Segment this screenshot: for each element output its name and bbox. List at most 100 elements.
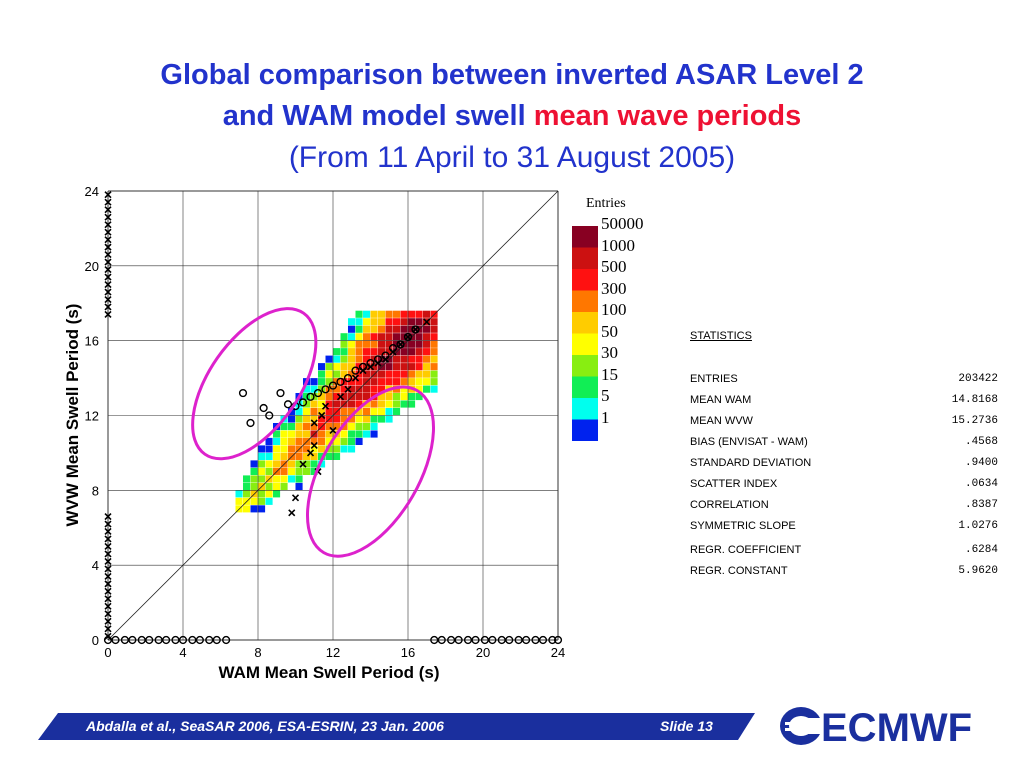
heatmap-cell xyxy=(363,408,371,416)
cross-marker xyxy=(104,303,112,311)
legend-title: Entries xyxy=(586,196,626,211)
heatmap-cell xyxy=(273,452,281,460)
legend-label: 30 xyxy=(601,343,618,362)
heatmap-cell xyxy=(355,423,363,431)
x-tick-label: 12 xyxy=(326,645,340,660)
heatmap-cell xyxy=(393,325,401,333)
circle-marker xyxy=(497,635,506,645)
circle-marker xyxy=(306,392,315,401)
heatmap-cell xyxy=(265,490,273,498)
heatmap-cell xyxy=(288,408,296,416)
heatmap-cell xyxy=(363,325,371,333)
cross-marker xyxy=(104,572,112,580)
heatmap-cell xyxy=(340,370,348,378)
x-axis-label: WAM Mean Swell Period (s) xyxy=(218,663,439,682)
heatmap-cell xyxy=(393,310,401,318)
circle-marker xyxy=(403,332,413,342)
heatmap-cell xyxy=(370,415,378,423)
heatmap-cell xyxy=(393,408,401,416)
heatmap-cell xyxy=(303,385,311,393)
heatmap-cell xyxy=(333,355,341,363)
heatmap-cell xyxy=(340,355,348,363)
circle-marker xyxy=(162,635,171,645)
heatmap-cell xyxy=(250,460,258,468)
heatmap-cell xyxy=(378,318,386,326)
cross-marker xyxy=(104,512,112,521)
heatmap-cell xyxy=(363,423,371,431)
heatmap-cell xyxy=(348,430,356,438)
circle-marker xyxy=(128,635,137,645)
heatmap-cell xyxy=(258,460,266,468)
cross-marker xyxy=(104,191,112,199)
heatmap-cell xyxy=(400,385,408,393)
cross-marker xyxy=(104,228,112,236)
statistics-row: REGR. CONSTANT 5.9620 xyxy=(690,565,1000,581)
heatmap-cell xyxy=(288,437,296,445)
heatmap-cell xyxy=(355,325,363,333)
x-tick-label: 8 xyxy=(254,645,261,660)
heatmap-cell xyxy=(280,430,288,438)
legend-swatch xyxy=(572,290,598,312)
heatmap-cell xyxy=(340,423,348,431)
heatmap-cell xyxy=(348,333,356,341)
heatmap-cell xyxy=(258,452,266,460)
statistic-label: MEAN WAM xyxy=(690,394,752,406)
heatmap-cell xyxy=(363,430,371,438)
heatmap-cell xyxy=(355,333,363,341)
heatmap-cell xyxy=(295,423,303,431)
heatmap-cell xyxy=(325,437,333,445)
circle-marker xyxy=(522,635,531,645)
heatmap-cell xyxy=(415,348,423,356)
heatmap-cell xyxy=(385,370,393,378)
statistics-row: SYMMETRIC SLOPE 1.0276 xyxy=(690,520,1000,536)
cross-marker xyxy=(104,295,112,304)
heatmap-cell xyxy=(280,452,288,460)
heatmap-cell xyxy=(303,445,311,453)
heatmap-cell xyxy=(340,385,348,393)
heatmap-cell xyxy=(423,310,431,318)
cross-marker xyxy=(299,460,307,468)
cross-marker xyxy=(318,411,326,420)
cross-marker xyxy=(288,509,296,517)
heatmap-cell xyxy=(265,445,273,453)
heatmap-cell xyxy=(393,318,401,326)
statistic-value: .0634 xyxy=(964,478,998,490)
heatmap-cell xyxy=(325,423,333,431)
heatmap-cell xyxy=(370,400,378,408)
heatmap-cell xyxy=(423,325,431,333)
statistic-label: BIAS (ENVISAT - WAM) xyxy=(690,436,808,448)
heatmap-cell xyxy=(363,310,371,318)
heatmap-cell xyxy=(310,452,318,460)
heatmap-cell xyxy=(370,325,378,333)
statistic-value: 203422 xyxy=(958,373,998,385)
heatmap-cell xyxy=(355,355,363,363)
heatmap-cell xyxy=(415,393,423,401)
heatmap-cell xyxy=(393,400,401,408)
circle-marker xyxy=(351,366,360,375)
heatmap-cell xyxy=(243,482,251,490)
heatmap-cell xyxy=(355,310,363,318)
heatmap-cell xyxy=(385,415,393,423)
highlight-ellipse xyxy=(305,385,436,558)
legend-label: 1000 xyxy=(601,235,635,255)
circle-marker xyxy=(336,377,345,386)
heatmap-cell xyxy=(318,437,326,445)
heatmap-cell xyxy=(400,393,408,401)
heatmap-cell xyxy=(303,430,311,438)
heatmap-cell xyxy=(385,408,393,416)
heatmap-cell xyxy=(378,378,386,386)
heatmap-cell xyxy=(310,467,318,475)
heatmap-cell xyxy=(333,423,341,431)
cross-marker xyxy=(104,602,112,610)
circle-marker xyxy=(222,635,231,645)
heatmap-cell xyxy=(363,340,371,348)
heatmap-cell xyxy=(415,378,423,386)
slide-title-line-1: Global comparison between inverted ASAR … xyxy=(160,59,864,91)
heatmap-cell xyxy=(340,437,348,445)
cross-marker xyxy=(104,221,112,229)
heatmap-cell xyxy=(295,437,303,445)
heatmap-cell xyxy=(415,385,423,393)
heatmap-cell xyxy=(348,318,356,326)
